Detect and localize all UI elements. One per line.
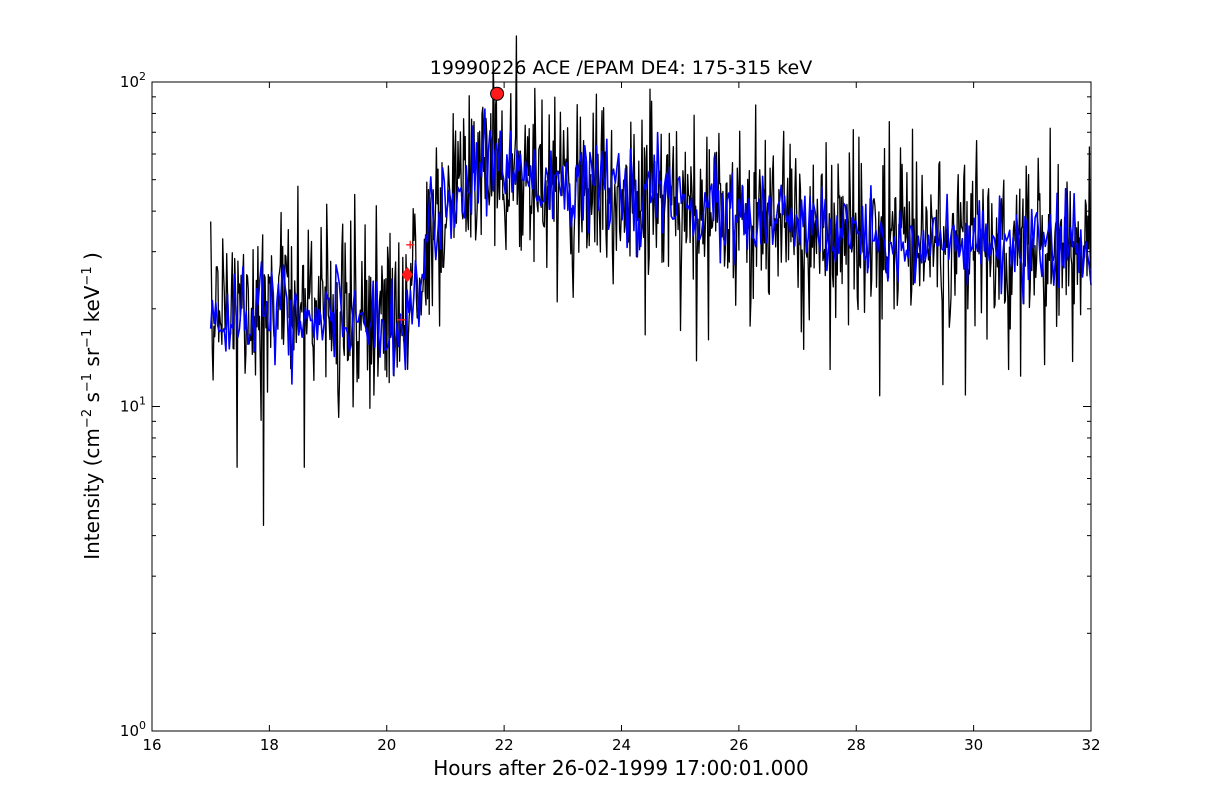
series-line-1 [209,108,1092,385]
x-tick-label: 22 [495,736,514,754]
y-axis-label-part: Intensity (cm [80,428,104,560]
x-tick-label: 26 [729,736,748,754]
y-axis-label-part: sr [80,347,104,373]
x-axis-label: Hours after 26-02-1999 17:00:01.000 [433,756,809,780]
y-tick-label: 100 [120,719,146,740]
y-axis-label-exponent: −1 [80,329,95,348]
marker-plus-2 [406,240,415,249]
plot-area [209,35,1092,527]
y-axis-label: Intensity (cm−2 s−1 sr−1 keV−1 ) [80,252,104,560]
marker-plus-3 [397,315,406,324]
x-tick-label: 28 [847,736,866,754]
y-tick-label: 102 [120,70,146,91]
y-axis-label-part: keV [80,285,104,329]
x-tick-label: 32 [1081,736,1100,754]
y-axis: 100 101 102 [120,70,1091,740]
plot-frame [151,81,1092,732]
y-axis-label-exponent: −2 [80,409,95,428]
y-tick-label: 101 [120,395,146,416]
y-axis-label-exponent: −1 [80,266,95,285]
y-axis-label-part: s [80,392,104,409]
y-axis-label-exponent: −1 [80,373,95,392]
x-tick-label: 30 [964,736,983,754]
chart-title: 19990226 ACE /EPAM DE4: 175-315 keV [430,57,812,79]
x-tick-label: 20 [377,736,396,754]
x-tick-label: 24 [612,736,631,754]
marker-diamond-1 [401,266,413,283]
x-tick-label: 18 [260,736,279,754]
x-tick-label: 16 [142,736,161,754]
marker-circle-0 [490,86,505,101]
y-axis-label-part: ) [80,252,104,266]
